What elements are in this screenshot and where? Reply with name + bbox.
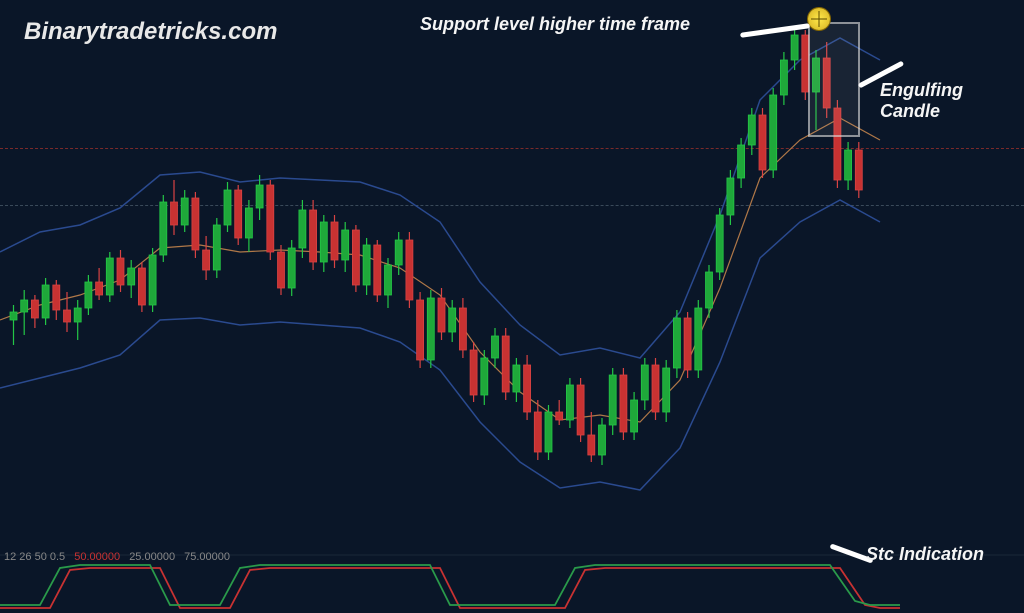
stc-value-3: 75.00000 bbox=[184, 551, 230, 563]
crosshair-marker-icon bbox=[808, 8, 830, 30]
stc-params-text: 12 26 50 0.5 bbox=[4, 551, 65, 563]
annotation-stc: Stc Indication bbox=[866, 544, 984, 565]
stc-value-2: 25.00000 bbox=[129, 551, 175, 563]
price-chart-svg[interactable] bbox=[0, 0, 1024, 613]
stc-value-1: 50.00000 bbox=[74, 551, 120, 563]
annotation-engulfing: Engulfing Candle bbox=[880, 80, 1024, 122]
stc-indicator-label: 12 26 50 0.5 50.00000 25.00000 75.00000 bbox=[4, 551, 236, 563]
annotation-support: Support level higher time frame bbox=[420, 14, 690, 35]
watermark-text: Binarytradetricks.com bbox=[24, 18, 277, 46]
chart-container: Binarytradetricks.com Support level high… bbox=[0, 0, 1024, 613]
engulfing-highlight-box bbox=[808, 22, 860, 137]
